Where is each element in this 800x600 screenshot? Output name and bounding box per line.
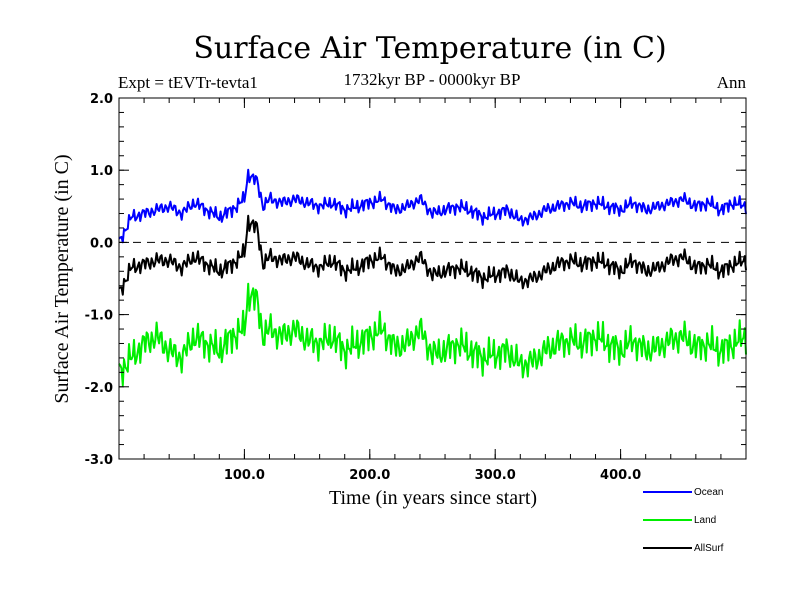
experiment-label: Expt = tEVTr-tevta1: [118, 73, 258, 92]
series-line-ocean: [118, 168, 747, 244]
legend: Ocean Land AllSurf: [643, 487, 724, 554]
x-tick-label: 300.0: [475, 468, 516, 483]
legend-label-ocean: Ocean: [694, 487, 723, 498]
chart-subtitle: 1732kyr BP - 0000kyr BP: [344, 70, 521, 89]
x-axis-label: Time (in years since start): [329, 487, 537, 509]
y-tick-label: 1.0: [90, 164, 113, 179]
series-line-land: [118, 282, 747, 387]
y-tick-label: -2.0: [85, 381, 113, 396]
x-tick-label: 400.0: [600, 468, 641, 483]
y-tick-label: 2.0: [90, 92, 113, 107]
series-layer: [118, 168, 747, 387]
tick-layer: -3.0 -2.0 -1.0 0.0 1.0 2.0 100.0 200.0 300.0 400.…: [85, 92, 746, 483]
season-label: Ann: [717, 73, 747, 92]
x-tick-label: 100.0: [224, 468, 265, 483]
y-axis-label: Surface Air Temperature (in C): [51, 154, 73, 403]
legend-label-land: Land: [694, 515, 716, 526]
legend-label-allsurf: AllSurf: [694, 543, 724, 554]
y-tick-label: 0.0: [90, 236, 113, 251]
x-tick-label: 200.0: [349, 468, 390, 483]
y-tick-label: -1.0: [85, 309, 113, 324]
series-line-allsurf: [118, 214, 747, 296]
chart-title: Surface Air Temperature (in C): [193, 31, 666, 66]
y-tick-label: -3.0: [85, 453, 113, 468]
plot-frame: [118, 97, 747, 460]
